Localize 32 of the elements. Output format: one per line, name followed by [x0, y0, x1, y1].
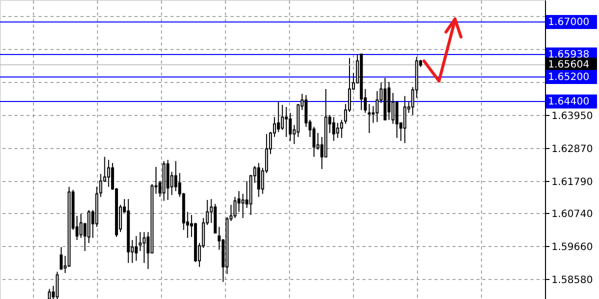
- candlestick: [332, 116, 336, 142]
- candlestick: [237, 190, 240, 212]
- candlestick: [234, 196, 236, 218]
- ref-line-label: 1.65200: [548, 72, 590, 84]
- candlestick: [304, 94, 308, 128]
- candlestick: [284, 106, 288, 138]
- candlestick: [388, 81, 390, 120]
- candlestick: [336, 122, 340, 138]
- candlestick: [142, 232, 146, 264]
- candlestick: [276, 102, 280, 133]
- ref-line-label: 1.65938: [548, 49, 590, 60]
- candlestick: [257, 162, 260, 198]
- y-tick-label: 1.63950: [552, 110, 593, 122]
- ref-line-label: 1.65604: [548, 60, 590, 71]
- ref-line-label: 1.67000: [548, 17, 590, 28]
- candlestick: [403, 96, 406, 144]
- candlestick: [280, 104, 284, 130]
- candlestick: [241, 193, 244, 218]
- y-tick-label: 1.59660: [552, 242, 593, 253]
- candlestick: [60, 246, 63, 270]
- y-tick-label: 1.62870: [552, 144, 593, 155]
- candlestick: [376, 90, 379, 122]
- candlestick: [134, 236, 138, 262]
- y-tick-label: 1.61790: [552, 176, 593, 188]
- candlestick: [107, 159, 110, 188]
- y-tick-label: 1.58580: [552, 274, 593, 286]
- candlestick: [340, 119, 344, 138]
- ref-line-label: 1.64400: [548, 96, 590, 108]
- y-tick-label: 1.60740: [552, 208, 593, 220]
- candlestick: [79, 214, 82, 238]
- candlestick: [395, 100, 398, 138]
- candlestick: [368, 103, 371, 134]
